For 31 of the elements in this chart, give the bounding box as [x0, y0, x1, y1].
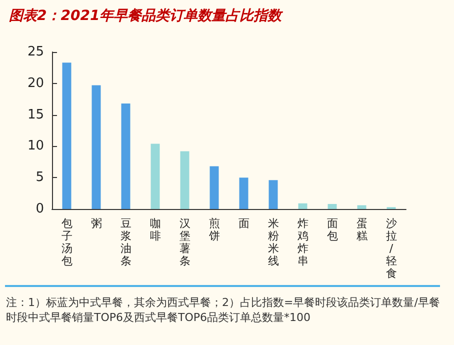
x-tick-label: 米粉米线 — [268, 216, 279, 268]
bar — [357, 205, 366, 209]
text: 注：1）标蓝为中式早餐，其余为西式早餐；2）占比指数=早餐时段该品类订单数量/早餐时段中式早餐销量TOP6及西式早餐TOP6品类订单总数量*100 — [6, 296, 440, 324]
x-tick-label: 汉堡薯条 — [179, 216, 190, 268]
x-tick-label: 沙拉/轻食 — [386, 216, 397, 280]
chart-title: 图表2：2021年早餐品类订单数量占比指数 — [9, 8, 284, 24]
bar — [328, 204, 337, 209]
y-tick-label: 0 — [36, 202, 44, 216]
y-tick-label: 5 — [36, 170, 44, 186]
y-tick-label: 25 — [27, 44, 44, 60]
bar — [121, 103, 130, 209]
bar — [150, 144, 160, 209]
x-tick-label: 豆浆油条 — [120, 216, 132, 268]
x-tick-label: 咖啡 — [150, 216, 161, 242]
x-tick-label: 面包 — [326, 216, 338, 242]
y-tick-label: 10 — [27, 138, 44, 154]
x-tick-label: 粥 — [90, 216, 102, 230]
x-tick-label: 包子汤包 — [61, 216, 72, 268]
bar — [239, 178, 248, 209]
x-tick-label: 煎饼 — [208, 216, 220, 242]
bar — [62, 62, 72, 209]
bar — [92, 85, 101, 209]
x-tick-label: 面 — [238, 216, 250, 230]
y-tick-label: 20 — [27, 76, 44, 91]
bar — [210, 166, 219, 209]
bar — [268, 180, 278, 209]
bar — [180, 151, 190, 209]
y-tick-label: 15 — [27, 107, 44, 122]
x-tick-label: 炸鸡炸串 — [296, 216, 308, 268]
bar — [298, 203, 308, 209]
x-tick-label: 蛋糕 — [356, 216, 368, 242]
